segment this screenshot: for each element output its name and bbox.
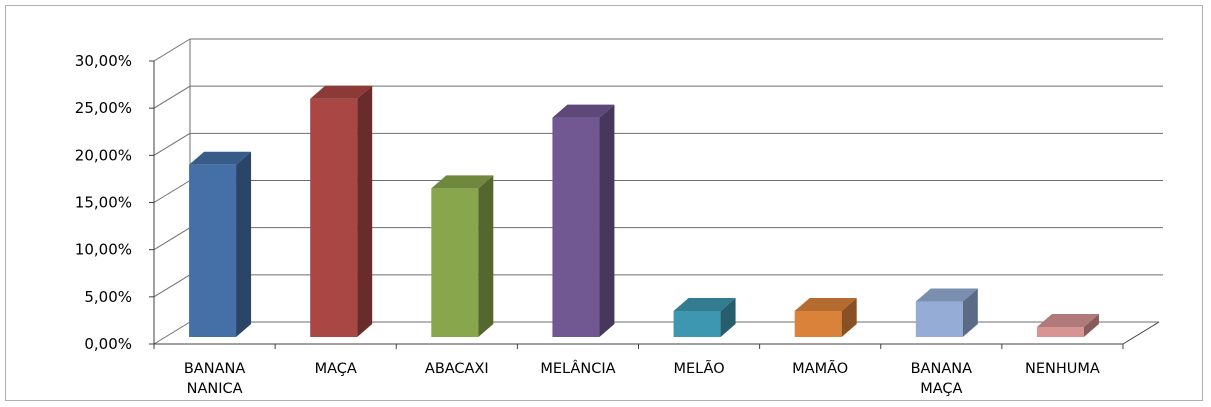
x-tick-label: BANANA MAÇA (911, 361, 972, 397)
bar-front (794, 310, 842, 337)
x-tick-label: MAÇA (315, 361, 357, 377)
floor-right-edge (1122, 321, 1160, 345)
side-wall-line (153, 321, 191, 345)
bar-front (915, 301, 963, 337)
x-tick-label: MELÃO (673, 360, 724, 377)
x-tick-label: BANANA NANICA (184, 361, 245, 397)
bar (552, 104, 615, 337)
bar-side (599, 104, 615, 337)
bars (189, 85, 1099, 337)
y-tick-label: 25,00% (75, 99, 132, 117)
bar-side (1083, 314, 1099, 337)
bar-front (310, 98, 358, 337)
bar (431, 175, 494, 337)
bar-top (915, 288, 978, 302)
bar-side (962, 288, 978, 337)
x-tick-label: MELÂNCIA (540, 359, 615, 377)
bar-top (1036, 314, 1099, 328)
bar-side (357, 85, 373, 337)
side-wall-line (153, 180, 191, 203)
side-wall-line (153, 38, 191, 62)
side-wall-line (153, 227, 191, 251)
bar-side (236, 151, 252, 337)
side-wall-line (153, 274, 191, 298)
bar (1036, 314, 1099, 337)
bar-front (552, 117, 600, 337)
side-wall-line (153, 85, 191, 109)
bar-top (673, 297, 736, 311)
y-tick-label: 5,00% (84, 288, 132, 306)
bar-top (189, 151, 252, 165)
bar-top (552, 104, 615, 118)
bar-top (310, 85, 373, 99)
gridlines (153, 38, 1163, 345)
bar-front (189, 164, 237, 337)
bar-side (478, 175, 494, 337)
bar-top (794, 297, 857, 311)
bar-front (673, 310, 721, 337)
bar-side (841, 297, 857, 337)
bar-top (431, 175, 494, 189)
y-tick-label: 15,00% (75, 194, 132, 212)
bar (310, 85, 373, 337)
bar (794, 297, 857, 337)
y-tick-label: 0,00% (84, 335, 132, 353)
bar (915, 288, 978, 337)
x-tick-label: MAMÃO (792, 360, 848, 377)
bar (673, 297, 736, 337)
bar-side (720, 297, 736, 337)
x-tick-label: ABACAXI (425, 361, 489, 377)
y-tick-label: 10,00% (75, 241, 132, 259)
bar (189, 151, 252, 337)
x-tick-label: NENHUMA (1025, 361, 1100, 377)
bar-front (1036, 327, 1084, 337)
y-tick-label: 20,00% (75, 146, 132, 164)
y-tick-label: 30,00% (75, 52, 132, 70)
bar-front (431, 188, 479, 337)
side-wall-line (153, 132, 191, 156)
